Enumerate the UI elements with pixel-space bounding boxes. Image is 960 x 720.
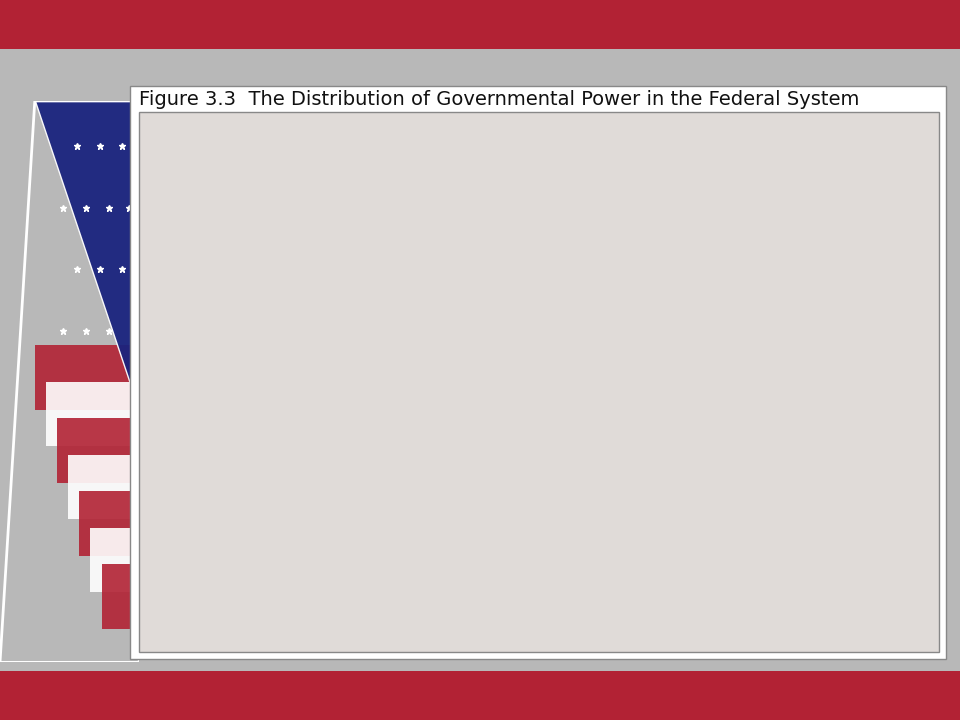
Text: Figure 3.3  The Distribution of Governmental Power in the Federal System: Figure 3.3 The Distribution of Governmen… [139, 90, 859, 109]
Circle shape [462, 186, 867, 591]
Polygon shape [68, 454, 139, 519]
Text: CONCURRENT POWERS: CONCURRENT POWERS [475, 203, 636, 216]
Text: Tax
Borrow money
Establish courts
Make and enforce laws
Charter banks and corpor: Tax Borrow money Establish courts Make a… [468, 236, 644, 365]
Polygon shape [35, 101, 139, 410]
Text: NATIONAL POWERS: NATIONAL POWERS [296, 217, 431, 230]
Text: Set time, place, and manner
    of elections
Ratify amendments to the federal
  : Set time, place, and manner of elections… [660, 253, 850, 422]
Polygon shape [46, 382, 139, 446]
Polygon shape [102, 564, 139, 629]
Polygon shape [35, 345, 139, 410]
Text: STATE POWERS: STATE POWERS [698, 217, 805, 230]
Polygon shape [462, 217, 651, 559]
Text: Coin money
Conduct foreign relations
Regulate commerce with foreign
    nations : Coin money Conduct foreign relations Reg… [259, 253, 441, 395]
Circle shape [246, 186, 651, 591]
Polygon shape [90, 528, 139, 592]
Polygon shape [57, 418, 139, 482]
Polygon shape [80, 491, 139, 556]
